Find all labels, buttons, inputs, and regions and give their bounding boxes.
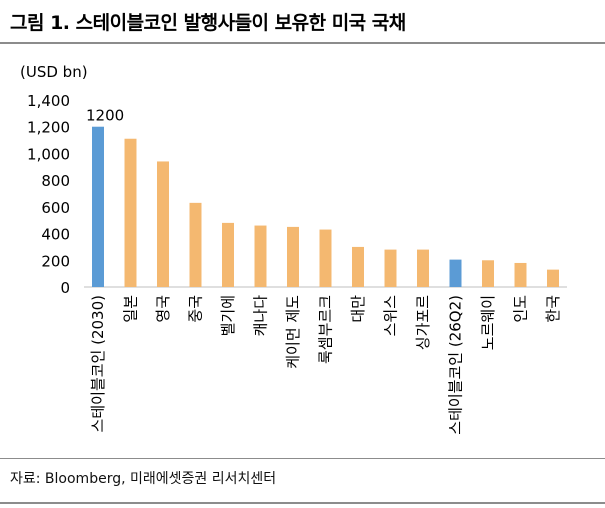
x-tick-label: 스위스 <box>382 295 400 337</box>
x-tick-label: 영국 <box>154 295 172 323</box>
footer-divider <box>0 458 605 459</box>
x-tick-label: 벨기에 <box>219 295 237 336</box>
x-tick-label: 케이먼 제도 <box>284 295 302 369</box>
y-tick-label: 1,000 <box>27 145 70 163</box>
data-label: 1200 <box>86 107 124 125</box>
bar <box>482 260 494 287</box>
bar <box>417 249 429 287</box>
bar <box>157 161 169 287</box>
source-note: 자료: Bloomberg, 미래에셋증권 리서치센터 <box>10 471 277 487</box>
bar <box>449 259 462 287</box>
y-tick-label: 400 <box>41 226 70 244</box>
bar <box>92 126 104 287</box>
bar <box>384 249 397 287</box>
y-tick-label: 800 <box>41 172 70 190</box>
x-tick-label: 중국 <box>187 295 205 323</box>
x-tick-label: 룩셈부르크 <box>317 295 335 364</box>
bar <box>189 202 202 287</box>
bar-chart: (USD bn) 0 200 400 600 800 1,000 1,200 1,400 1200… <box>20 63 567 435</box>
x-tick-label: 싱가포르 <box>414 295 432 350</box>
bar <box>514 262 527 287</box>
y-tick-label: 0 <box>60 279 70 297</box>
bar <box>287 226 299 287</box>
x-tick-label: 일본 <box>122 295 140 323</box>
title-bar: 그림 1. 스테이블코인 발행사들이 보유한 미국 국채 <box>0 0 605 44</box>
y-tick-label: 600 <box>41 199 70 217</box>
x-tick-label: 스테이블코인 (26Q2) <box>447 295 465 435</box>
y-axis-label: (USD bn) <box>20 63 88 81</box>
bar <box>222 222 234 287</box>
bar <box>254 225 267 287</box>
bar <box>124 138 137 287</box>
bar <box>352 246 364 287</box>
bar <box>319 229 332 287</box>
x-tick-label: 캐나다 <box>252 295 270 337</box>
x-tick-label: 스테이블코인 (2030) <box>89 295 107 432</box>
bottom-divider <box>0 502 605 504</box>
x-tick-label: 한국 <box>544 295 562 323</box>
x-tick-label: 대만 <box>349 295 367 323</box>
x-tick-label: 노르웨이 <box>479 295 497 350</box>
bar <box>547 269 559 287</box>
y-tick-label: 1,200 <box>27 119 70 137</box>
y-tick-label: 1,400 <box>27 92 70 110</box>
x-tick-label: 인도 <box>512 295 530 323</box>
y-tick-label: 200 <box>41 252 70 270</box>
chart-title: 그림 1. 스테이블코인 발행사들이 보유한 미국 국채 <box>10 12 406 34</box>
